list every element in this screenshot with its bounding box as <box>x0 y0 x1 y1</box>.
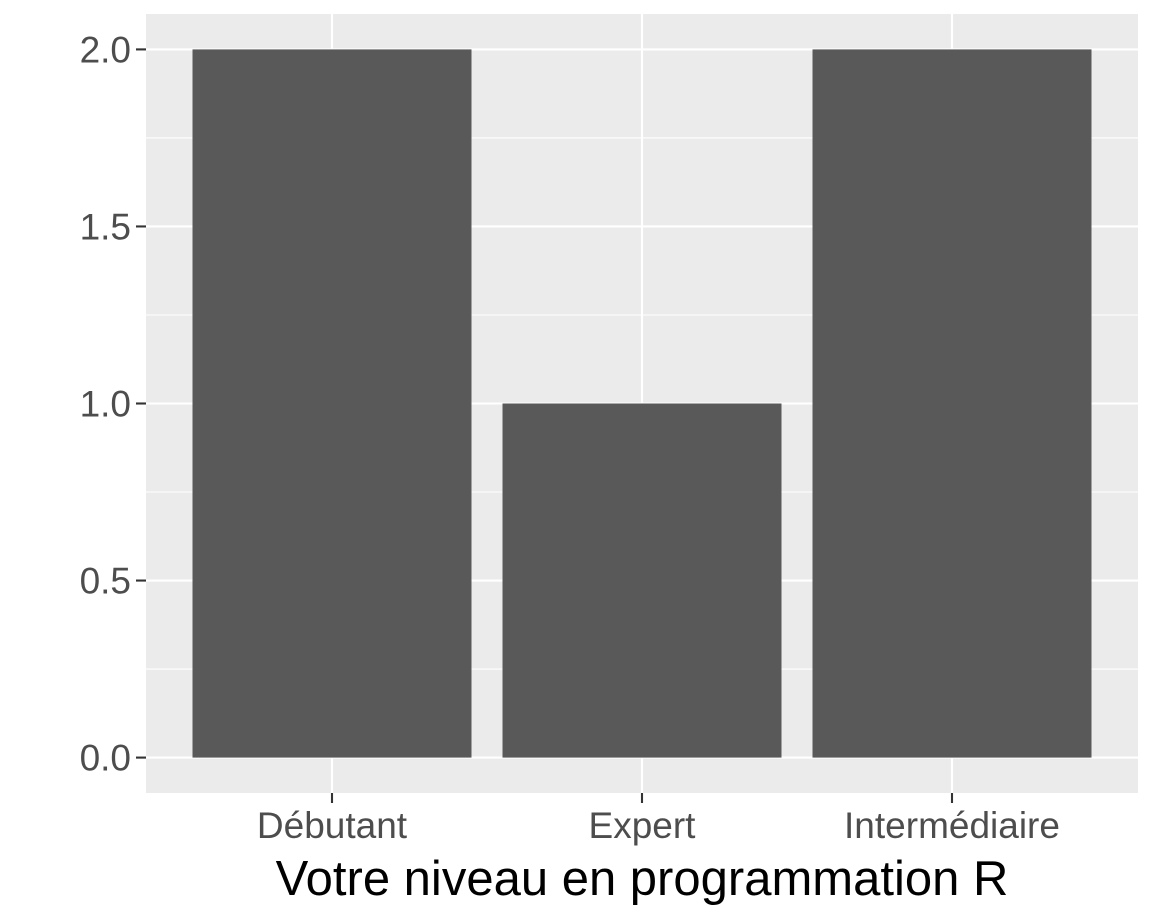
y-tick-label: 1.0 <box>80 384 131 425</box>
x-axis: Débutant Expert Intermédiaire <box>257 793 1060 846</box>
y-tick-label: 1.5 <box>80 206 131 247</box>
y-axis: 0.0 0.5 1.0 1.5 2.0 <box>80 29 146 779</box>
bar-expert <box>502 403 782 758</box>
bars <box>192 49 1092 758</box>
x-tick-label: Expert <box>589 805 697 846</box>
x-axis-title: Votre niveau en programmation R <box>276 852 1009 906</box>
y-tick-label: 0.0 <box>80 738 131 779</box>
y-tick-label: 0.5 <box>80 561 131 602</box>
x-tick-label: Débutant <box>257 805 408 846</box>
bar-intermédiaire <box>812 49 1092 758</box>
y-tick-label: 2.0 <box>80 29 131 70</box>
x-tick-label: Intermédiaire <box>844 805 1060 846</box>
bar-débutant <box>192 49 472 758</box>
